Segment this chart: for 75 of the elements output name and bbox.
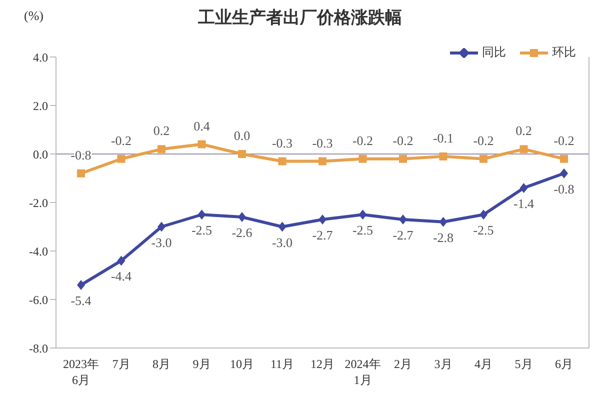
point bbox=[198, 210, 206, 220]
point bbox=[399, 154, 407, 163]
data-label: -3.0 bbox=[151, 234, 172, 250]
y-tick-label: -4.0 bbox=[29, 244, 48, 258]
point bbox=[480, 210, 488, 220]
data-label: -0.2 bbox=[110, 132, 132, 148]
data-label: -2.5 bbox=[191, 222, 212, 238]
x-tick-label: 2023年 6月 bbox=[63, 357, 99, 387]
y-tick-label: 2.0 bbox=[33, 98, 48, 113]
point bbox=[278, 222, 286, 232]
data-label: -0.1 bbox=[432, 130, 454, 146]
point bbox=[77, 169, 85, 178]
point bbox=[278, 157, 286, 166]
point bbox=[480, 154, 488, 163]
point bbox=[358, 154, 367, 163]
data-label: 0.2 bbox=[153, 123, 170, 138]
data-label: -2.8 bbox=[432, 230, 454, 245]
x-tick-label: 11月 bbox=[270, 357, 294, 371]
legend-label: 同比 bbox=[481, 44, 506, 61]
data-label: 0.0 bbox=[234, 128, 250, 143]
y-tick-label: -6.0 bbox=[29, 292, 48, 307]
chart-title: 工业生产者出厂价格涨跌幅 bbox=[198, 8, 402, 28]
legend-label: 环比 bbox=[551, 44, 576, 61]
y-tick-label: 0.0 bbox=[33, 147, 48, 162]
point bbox=[399, 214, 407, 224]
point bbox=[198, 140, 206, 148]
point bbox=[520, 145, 528, 154]
data-label: -2.5 bbox=[473, 222, 494, 238]
point bbox=[238, 150, 246, 158]
point bbox=[117, 256, 126, 266]
data-label: -3.0 bbox=[272, 234, 293, 250]
data-label: -0.2 bbox=[554, 132, 574, 148]
x-tick-label: 2024年 1月 bbox=[344, 357, 381, 387]
data-label: -1.4 bbox=[513, 196, 535, 211]
point bbox=[158, 222, 166, 232]
data-label: -2.7 bbox=[312, 227, 334, 242]
data-label: -0.2 bbox=[473, 132, 494, 148]
point bbox=[77, 280, 85, 290]
x-tick-label: 5月 bbox=[514, 357, 533, 371]
point bbox=[439, 152, 448, 160]
y-tick-label: -2.0 bbox=[29, 196, 48, 210]
data-label: 0.4 bbox=[194, 118, 210, 134]
y-tick-label: -8.0 bbox=[29, 341, 48, 356]
point bbox=[560, 168, 568, 178]
data-label: -2.7 bbox=[392, 227, 414, 242]
data-label: -0.8 bbox=[554, 181, 574, 196]
x-tick-label: 4月 bbox=[474, 357, 492, 371]
data-label: -2.6 bbox=[232, 225, 253, 240]
x-tick-label: 6月 bbox=[555, 357, 573, 371]
data-label: -0.3 bbox=[312, 135, 333, 150]
y-tick-label: 4.0 bbox=[33, 50, 48, 64]
x-tick-label: 2月 bbox=[394, 357, 412, 371]
x-tick-label: 7月 bbox=[112, 357, 130, 371]
point bbox=[158, 145, 166, 154]
point bbox=[560, 154, 568, 163]
x-tick-label: 10月 bbox=[230, 357, 254, 371]
x-tick-label: 3月 bbox=[434, 357, 452, 371]
data-label: -0.2 bbox=[392, 132, 414, 148]
data-label: -5.4 bbox=[70, 292, 92, 308]
point bbox=[117, 154, 126, 163]
point bbox=[318, 157, 326, 166]
x-tick-label: 8月 bbox=[152, 357, 170, 371]
data-label: 0.2 bbox=[516, 123, 532, 138]
point bbox=[439, 216, 448, 227]
data-label: -2.5 bbox=[352, 222, 374, 238]
x-tick-label: 12月 bbox=[310, 357, 334, 371]
point bbox=[520, 182, 528, 193]
data-label: -4.4 bbox=[110, 268, 132, 284]
point bbox=[358, 210, 367, 220]
data-label: -0.2 bbox=[352, 132, 374, 148]
point bbox=[238, 212, 246, 222]
point bbox=[318, 214, 326, 224]
y-axis-title: (%) bbox=[24, 8, 44, 24]
x-tick-label: 9月 bbox=[192, 357, 211, 371]
data-label: -0.3 bbox=[272, 135, 293, 150]
